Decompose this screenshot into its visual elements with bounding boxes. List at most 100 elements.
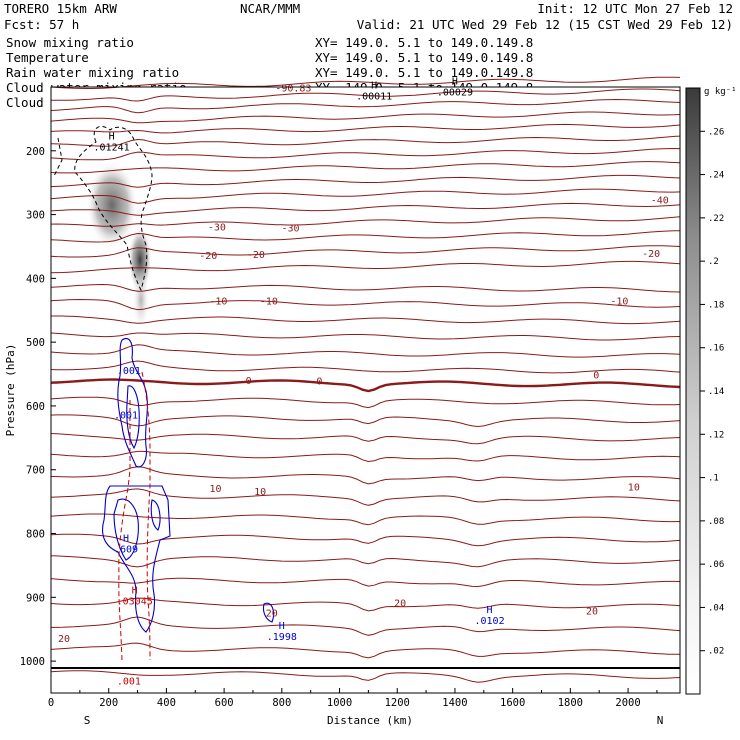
cloud-water-contour-lower-right: [150, 499, 161, 531]
colorbar: g kg⁻¹ .02 .04 .06 .08 .1 .12 .14 .16 .18 .2 .22 .2…: [685, 87, 737, 695]
isotherm: [50, 202, 681, 216]
isotherm: [50, 283, 681, 293]
plot-area: -90.83 -40 -30 -30 -20 -20 -20 -10 -10 -10 0 0 0 10 10…: [50, 76, 681, 694]
axes: 0 200 400 600 800 1000 1200 1400 1600 1800 2000200…: [20, 146, 658, 709]
cloud-water-contour-lower: [101, 485, 171, 633]
isotherm: [50, 216, 681, 227]
isotherm: [50, 188, 681, 204]
isotherm: [50, 414, 681, 428]
isotherm: [50, 642, 680, 659]
isotherm-label: -20: [642, 249, 660, 260]
x-tick-label: 400: [157, 697, 176, 709]
maximum-marker: H: [279, 621, 285, 632]
cloud-ice-contour-edge: [53, 137, 63, 177]
isotherm: [50, 123, 681, 134]
valid-time: Valid: 21 UTC Wed 29 Feb 12 (15 CST Wed …: [357, 17, 733, 32]
maximum-marker: H: [109, 132, 115, 143]
isotherm: [51, 616, 681, 636]
isotherm: [50, 577, 681, 588]
maximum-value: .0102: [475, 616, 505, 627]
colorbar-tick-label: .04: [708, 603, 724, 613]
y-tick-label: 1000: [20, 656, 45, 668]
x-axis-left-end-label: S: [84, 714, 91, 727]
colorbar-scale: [685, 87, 701, 695]
isotherm: [50, 245, 681, 258]
colorbar-tick-label: .06: [708, 560, 724, 570]
legend-entry-xy: XY= 149.0. 5.1 to 149.0.149.8: [315, 35, 533, 50]
isotherm-label: -90.83: [275, 83, 311, 94]
model-title: TORERO 15km ARW: [4, 1, 117, 16]
maximum-value: .00011: [356, 91, 392, 102]
isotherm: [51, 315, 681, 325]
colorbar-tick-label: .08: [708, 517, 724, 527]
isotherm-label: 10: [628, 483, 640, 494]
isotherm: [50, 450, 681, 463]
y-tick-label: 300: [26, 210, 45, 222]
isotherm-label: -20: [199, 251, 217, 262]
isotherm: [50, 161, 681, 174]
isotherm-label: -30: [208, 222, 226, 233]
maximum-value: .001: [117, 366, 141, 377]
isotherm: [50, 433, 681, 445]
x-tick-label: 0: [48, 697, 54, 709]
freezing-isotherm: [50, 378, 681, 393]
isotherm-label: -20: [247, 250, 265, 261]
x-tick-label: 1400: [442, 697, 467, 709]
temperature-isotherms: [50, 76, 681, 683]
isotherm-label: 20: [58, 634, 70, 645]
rain-water-contour-left: [118, 400, 131, 661]
legend-entry-xy: XY= 149.0. 5.1 to 149.0.149.8: [315, 50, 533, 65]
isotherm-label: -10: [209, 296, 227, 307]
legend-entry: Rain water mixing ratio: [6, 65, 179, 80]
hydrometeor-contours: [53, 126, 275, 661]
colorbar-tick-label: .24: [708, 171, 724, 181]
cloud-water-contour-upper: [117, 338, 148, 468]
isotherm-label: 20: [266, 608, 278, 619]
maximum-marker: H: [371, 80, 377, 91]
legend-entry: Temperature: [6, 50, 89, 65]
snow-shade-lower: [132, 268, 150, 332]
maximum-value: .00029: [437, 88, 473, 99]
maximum-value: .609: [114, 544, 138, 555]
cloud-water-contour-lower-inner: [113, 498, 139, 561]
x-tick-label: 200: [99, 697, 118, 709]
isotherm-label: 10: [209, 484, 221, 495]
isotherm-label: -40: [651, 196, 669, 207]
x-tick-label: 800: [272, 697, 291, 709]
colorbar-tick-label: .16: [708, 344, 724, 354]
isotherm-label: 0: [593, 370, 599, 381]
isotherm-label: -30: [281, 224, 299, 235]
isotherm-label: 0: [316, 377, 322, 388]
legend-entry: Snow mixing ratio: [6, 35, 134, 50]
isotherm: [50, 360, 681, 374]
cloud-water-contour-upper-inner: [126, 385, 140, 450]
maximum-marker: H: [452, 77, 458, 88]
isotherm: [50, 230, 681, 243]
y-tick-label: 500: [26, 337, 45, 349]
isotherm: [50, 533, 681, 547]
colorbar-tick-label: .12: [708, 430, 724, 440]
isotherm: [50, 344, 681, 358]
maximum-value: .03045: [117, 597, 153, 608]
cloud-ice-contour: [74, 126, 153, 292]
forecast-hour: Fcst: 57 h: [4, 17, 79, 32]
isotherm: [50, 488, 681, 506]
y-tick-label: 700: [26, 465, 45, 477]
maximum-marker: H: [132, 586, 138, 597]
maximum-marker: H: [487, 605, 493, 616]
maximum-value: .01241: [94, 143, 130, 154]
isotherm-label: 20: [394, 599, 406, 610]
isotherm-label: 20: [586, 606, 598, 617]
isotherm: [50, 670, 681, 683]
y-tick-label: 800: [26, 529, 45, 541]
x-tick-label: 1200: [385, 697, 410, 709]
x-tick-label: 1600: [500, 697, 525, 709]
isotherm: [50, 135, 681, 147]
colorbar-tick-label: .22: [708, 214, 724, 224]
isotherm-label: -10: [610, 296, 628, 307]
y-tick-label: 400: [26, 273, 45, 285]
isotherm: [50, 298, 681, 311]
colorbar-tick-label: .1: [708, 474, 719, 484]
isotherm: [50, 98, 681, 114]
